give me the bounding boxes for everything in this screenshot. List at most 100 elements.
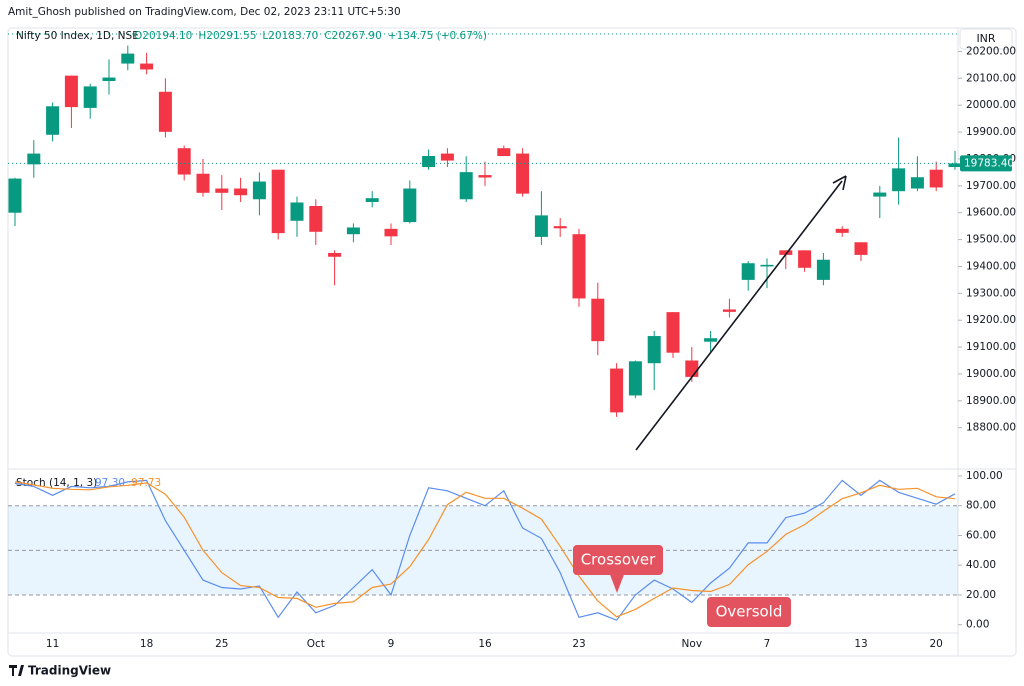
- ohlc-value: O20194.10: [134, 30, 192, 42]
- candle-body: [798, 250, 812, 268]
- candle-body: [46, 106, 60, 135]
- candle-body: [290, 202, 304, 221]
- candle-body: [478, 175, 492, 178]
- x-tick-label: 11: [46, 638, 59, 650]
- candle-body: [384, 228, 398, 237]
- y-tick-label: 100.00: [966, 470, 1003, 482]
- candle-body: [234, 188, 248, 196]
- x-tick-label: 23: [572, 638, 585, 650]
- last-price-badge: [960, 155, 1012, 172]
- y-tick-label: 40.00: [966, 559, 996, 571]
- y-tick-label: 19400.00: [966, 260, 1016, 272]
- candle-body: [948, 163, 962, 168]
- y-tick-label: 19300.00: [966, 287, 1016, 299]
- candle-body: [685, 360, 699, 377]
- candle-body: [760, 264, 774, 267]
- candle-body: [610, 368, 624, 413]
- y-tick-label: 19900.00: [966, 126, 1016, 138]
- y-tick-label: 19500.00: [966, 234, 1016, 246]
- x-tick-label: 20: [930, 638, 943, 650]
- symbol-title: Nifty 50 Index, 1D, NSE: [16, 30, 139, 42]
- y-tick-label: 19000.00: [966, 368, 1016, 380]
- candle-body: [102, 77, 116, 82]
- candle-body: [873, 192, 887, 197]
- candle-body: [403, 188, 417, 223]
- candle-body: [929, 169, 943, 188]
- trend-arrow: [635, 180, 843, 451]
- annotation: Crossover: [581, 551, 656, 569]
- y-tick-label: 19700.00: [966, 180, 1016, 192]
- y-tick-label: 20100.00: [966, 72, 1016, 84]
- candle-body: [722, 309, 736, 312]
- candle-body: [177, 148, 191, 175]
- candle-body: [64, 75, 78, 108]
- ohlc-value: +134.75 (+0.67%): [388, 30, 487, 42]
- currency[interactable]: INR: [976, 32, 995, 45]
- x-tick-label: 13: [854, 638, 867, 650]
- brand: TradingView: [9, 664, 111, 678]
- x-tick-label: 7: [764, 638, 771, 650]
- candle-body: [215, 188, 229, 193]
- publisher: Amit_Ghosh published on TradingView.com,…: [8, 6, 401, 18]
- x-tick-label: 16: [478, 638, 492, 650]
- candle-body: [346, 227, 360, 235]
- x-tick-label: 25: [215, 638, 228, 650]
- x-tick-label: Oct: [307, 638, 325, 650]
- y-tick-label: 0.00: [966, 619, 989, 631]
- candle-body: [121, 53, 135, 64]
- y-tick-label: 20200.00: [966, 45, 1016, 57]
- candle-body: [572, 234, 586, 299]
- y-tick-label: 19600.00: [966, 207, 1016, 219]
- y-tick-label: 19200.00: [966, 314, 1016, 326]
- ohlc-value: C20267.90: [324, 30, 381, 42]
- candle-body: [365, 198, 379, 202]
- candle-body: [816, 259, 830, 280]
- candle-body: [158, 91, 172, 132]
- candle-body: [666, 312, 680, 353]
- candle-body: [309, 205, 323, 232]
- candle-body: [835, 228, 849, 233]
- indicator-title: Stoch (14, 1, 3): [16, 477, 97, 489]
- last-price-label: 19783.40: [964, 157, 1014, 169]
- legend-value: 97.73: [131, 477, 161, 489]
- candle-body: [892, 168, 906, 192]
- candle-body: [459, 172, 473, 200]
- candle-body: [8, 178, 22, 213]
- x-tick-label: Nov: [682, 638, 703, 650]
- y-tick-label: 20.00: [966, 589, 996, 601]
- candle-body: [516, 153, 530, 194]
- candle-body: [27, 153, 41, 165]
- trend-arrowhead: [832, 175, 847, 191]
- candle-body: [271, 169, 285, 234]
- annotation-box: [707, 597, 791, 627]
- x-tick-label: 9: [388, 638, 395, 650]
- y-tick-label: 18800.00: [966, 422, 1016, 434]
- annotation: Oversold: [716, 603, 783, 621]
- ohlc-value: H20291.55: [198, 30, 256, 42]
- frame: [7, 27, 1017, 657]
- candle-body: [779, 250, 793, 255]
- annotation-pointer: [609, 572, 625, 593]
- candle-body: [741, 263, 755, 280]
- y-tick-label: 18900.00: [966, 395, 1016, 407]
- y-tick-label: 60.00: [966, 529, 996, 541]
- y-tick-label: 80.00: [966, 500, 996, 512]
- candle-body: [422, 156, 436, 168]
- x-tick-label: 18: [140, 638, 153, 650]
- stoch-line: [14, 479, 956, 621]
- candle-body: [497, 148, 511, 157]
- candle-body: [196, 173, 210, 193]
- candle-body: [328, 253, 342, 257]
- candle-body: [440, 153, 454, 161]
- candle-body: [534, 215, 548, 237]
- candle-body: [553, 226, 567, 229]
- candle-body: [704, 338, 718, 342]
- candle-body: [910, 177, 924, 189]
- stoch-line: [14, 481, 956, 618]
- currency-badge[interactable]: [959, 28, 1013, 50]
- y-tick-label: 19100.00: [966, 341, 1016, 353]
- y-tick-label: 20000.00: [966, 99, 1016, 111]
- candle-body: [628, 361, 642, 396]
- annotation-box: [573, 545, 663, 575]
